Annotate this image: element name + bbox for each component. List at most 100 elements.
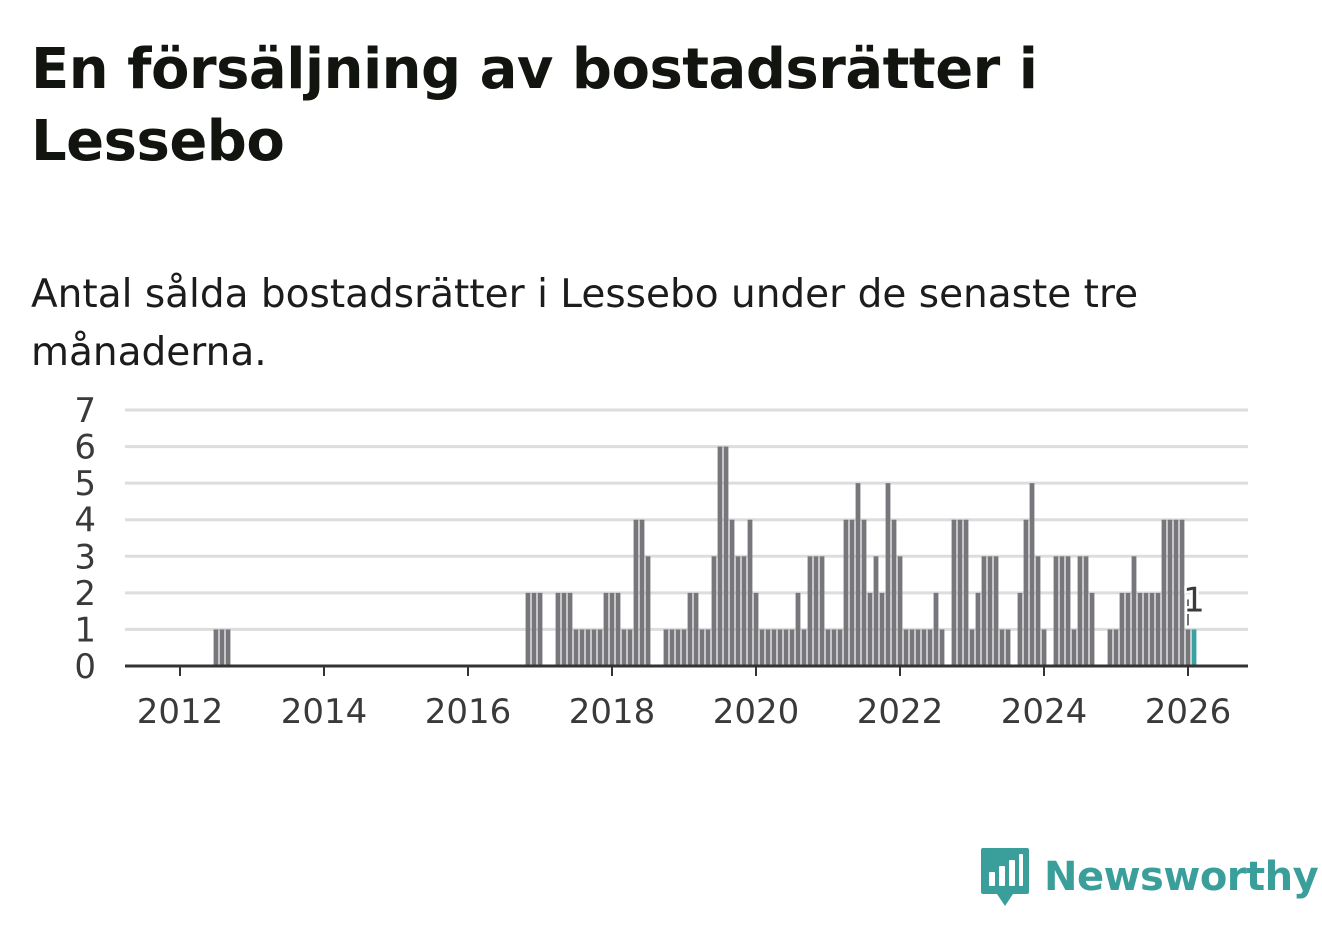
bars xyxy=(213,446,1197,666)
bar xyxy=(729,519,735,666)
bar xyxy=(765,629,771,666)
bar xyxy=(1173,519,1179,666)
bar xyxy=(705,629,711,666)
bar xyxy=(735,556,741,666)
bar xyxy=(561,592,567,666)
bar xyxy=(825,629,831,666)
bar xyxy=(687,592,693,666)
bar xyxy=(573,629,579,666)
bar xyxy=(879,592,885,666)
bar xyxy=(813,556,819,666)
bar xyxy=(555,592,561,666)
bar xyxy=(771,629,777,666)
bar xyxy=(897,556,903,666)
bar xyxy=(747,519,753,666)
bar xyxy=(633,519,639,666)
bar xyxy=(675,629,681,666)
bar xyxy=(1065,556,1071,666)
bar xyxy=(837,629,843,666)
bar xyxy=(621,629,627,666)
bar xyxy=(909,629,915,666)
y-tick-label: 1 xyxy=(74,610,96,650)
bar xyxy=(1167,519,1173,666)
y-tick-label: 2 xyxy=(74,574,96,614)
bar xyxy=(213,629,219,666)
bar xyxy=(219,629,225,666)
x-tick-label: 2016 xyxy=(425,692,512,732)
bar xyxy=(1107,629,1113,666)
newsworthy-logo[interactable]: Newsworthy xyxy=(980,846,1319,908)
highlight-bar xyxy=(1191,629,1197,666)
bar xyxy=(753,592,759,666)
bar xyxy=(969,629,975,666)
bar xyxy=(597,629,603,666)
bar xyxy=(1029,483,1035,666)
bar xyxy=(777,629,783,666)
y-tick-label: 0 xyxy=(74,647,96,687)
bar xyxy=(975,592,981,666)
bar xyxy=(1125,592,1131,666)
bar xyxy=(741,556,747,666)
bar xyxy=(807,556,813,666)
bar xyxy=(999,629,1005,666)
bar xyxy=(567,592,573,666)
bar xyxy=(627,629,633,666)
y-tick-label: 6 xyxy=(74,428,96,468)
bar xyxy=(1161,519,1167,666)
bar xyxy=(843,519,849,666)
bar xyxy=(759,629,765,666)
y-tick-label: 3 xyxy=(74,537,96,577)
bar xyxy=(831,629,837,666)
brand-name: Newsworthy xyxy=(1044,854,1319,900)
bar xyxy=(1143,592,1149,666)
x-tick-label: 2018 xyxy=(569,692,656,732)
bar xyxy=(885,483,891,666)
bar xyxy=(645,556,651,666)
bar xyxy=(609,592,615,666)
bar xyxy=(1041,629,1047,666)
bar xyxy=(1155,592,1161,666)
bar xyxy=(1005,629,1011,666)
bar xyxy=(1149,592,1155,666)
bar xyxy=(939,629,945,666)
bar xyxy=(1017,592,1023,666)
bar xyxy=(639,519,645,666)
chart-subtitle: Antal sålda bostadsrätter i Lessebo unde… xyxy=(31,272,1139,375)
bar xyxy=(873,556,879,666)
bar xyxy=(603,592,609,666)
bar xyxy=(861,519,867,666)
y-tick-label: 7 xyxy=(74,391,96,431)
bar xyxy=(585,629,591,666)
bar xyxy=(1089,592,1095,666)
x-tick-label: 2014 xyxy=(281,692,368,732)
bar xyxy=(1113,629,1119,666)
bar xyxy=(615,592,621,666)
bar xyxy=(723,446,729,666)
bar xyxy=(867,592,873,666)
bar xyxy=(525,592,531,666)
bar xyxy=(1185,629,1191,666)
bar xyxy=(663,629,669,666)
bar xyxy=(933,592,939,666)
bar xyxy=(927,629,933,666)
bar xyxy=(693,592,699,666)
bar xyxy=(537,592,543,666)
bar xyxy=(855,483,861,666)
bar xyxy=(711,556,717,666)
bar xyxy=(789,629,795,666)
bar xyxy=(1035,556,1041,666)
x-axis-ticks: 2012 2014 2016 2018 2020 2022 2024 2026 xyxy=(137,666,1231,732)
bar xyxy=(717,446,723,666)
bar xyxy=(981,556,987,666)
bar xyxy=(951,519,957,666)
x-tick-label: 2022 xyxy=(857,692,944,732)
bar xyxy=(1119,592,1125,666)
bar xyxy=(1059,556,1065,666)
bar xyxy=(921,629,927,666)
bar xyxy=(681,629,687,666)
bar xyxy=(993,556,999,666)
page-title: En försäljning av bostadsrätter i Lesseb… xyxy=(31,37,1038,174)
bar xyxy=(987,556,993,666)
